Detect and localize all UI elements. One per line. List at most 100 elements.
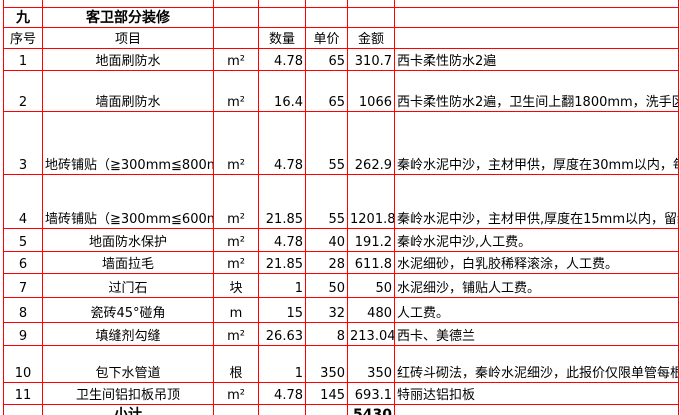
cell-item[interactable]: 地砖铺贴（≧300mm≦800mm) [42,111,214,175]
cell-empty[interactable] [394,404,679,415]
cell-empty[interactable] [258,7,306,28]
cell-empty[interactable] [347,7,395,28]
cell-empty[interactable] [213,404,259,415]
cell-price[interactable]: 8 [305,322,348,346]
cell-remark[interactable]: 秦岭水泥中沙，主材甲供,厚度在15mm以内，留缝砖每平米增加12元。此报价不含拉… [394,174,679,229]
cell-unit[interactable]: m² [213,48,259,71]
cell-empty[interactable] [258,404,306,415]
cell-item[interactable]: 墙面拉毛 [42,251,214,274]
cell-unit[interactable]: m² [213,174,259,229]
cell-remark[interactable]: 红砖斗砌法，秦岭水泥细沙，此报价仅限单管每根350元，每增加一根下水管，增加13… [394,345,679,383]
cell-amount[interactable]: 50 [347,273,395,298]
cell-price[interactable]: 55 [305,174,348,229]
cell-unit[interactable]: m² [213,382,259,405]
cell-amount[interactable]: 693.1 [347,382,395,405]
section-number-cell[interactable]: 九 [3,7,43,28]
cell-item[interactable]: 卫生间铝扣板吊顶 [42,382,214,405]
cell-unit[interactable]: 块 [213,273,259,298]
cell-unit[interactable]: m² [213,322,259,346]
cell-amount[interactable]: 1201.8 [347,174,395,229]
cell-remark[interactable]: 人工费。 [394,297,679,323]
cell-unit[interactable]: m² [213,111,259,175]
cell-remark[interactable]: 特丽达铝扣板 [394,382,679,405]
cell-remark[interactable]: 秦岭水泥中沙，主材甲供，厚度在30mm以内，每超1cm需增加每平米10元材料费，… [394,111,679,175]
cell-qty[interactable]: 21.85 [258,174,306,229]
cell-seq[interactable]: 11 [3,382,43,405]
cell-qty[interactable]: 1 [258,273,306,298]
header-price[interactable]: 单价 [305,27,348,49]
cell-item[interactable]: 填缝剂勾缝 [42,322,214,346]
cell-seq[interactable]: 9 [3,322,43,346]
cell-amount[interactable]: 611.8 [347,251,395,274]
cell-empty[interactable] [394,7,679,28]
cell-item[interactable]: 墙面刷防水 [42,70,214,112]
cell-remark[interactable]: 西卡柔性防水2遍，卫生间上翻1800mm，洗手区上翻300mm。 [394,70,679,112]
cell-qty[interactable]: 4.78 [258,382,306,405]
cell-seq[interactable]: 4 [3,174,43,229]
subtotal-value[interactable]: 5430 [347,404,395,415]
header-remark[interactable] [394,27,679,49]
header-amount[interactable]: 金额 [347,27,395,49]
cell-item[interactable]: 瓷砖45°碰角 [42,297,214,323]
cell-unit[interactable]: m² [213,251,259,274]
cell-qty[interactable]: 4.78 [258,228,306,252]
cell-remark[interactable]: 西卡、美德兰 [394,322,679,346]
cell-empty[interactable] [305,7,348,28]
cell-item[interactable]: 地面防水保护 [42,228,214,252]
cell-unit[interactable]: m² [213,228,259,252]
cell-qty[interactable]: 26.63 [258,322,306,346]
cell-price[interactable]: 50 [305,273,348,298]
cell-seq[interactable]: 7 [3,273,43,298]
cell-price[interactable]: 32 [305,297,348,323]
cell-item[interactable]: 包下水管道 [42,345,214,383]
cell-amount[interactable]: 191.2 [347,228,395,252]
cell-price[interactable]: 55 [305,111,348,175]
cell-qty[interactable]: 4.78 [258,48,306,71]
cell-price[interactable]: 28 [305,251,348,274]
table-row: 4 墙砖铺贴（≧300mm≦600mm) m² 21.85 55 1201.8 … [3,174,679,229]
cell-qty[interactable]: 4.78 [258,111,306,175]
cell-empty[interactable] [213,7,259,28]
cell-unit[interactable]: m² [213,70,259,112]
cell-remark[interactable]: 水泥细沙，铺贴人工费。 [394,273,679,298]
header-item[interactable]: 项目 [42,27,214,49]
cell-seq[interactable]: 6 [3,251,43,274]
cell-item[interactable]: 过门石 [42,273,214,298]
header-unit[interactable] [213,27,259,49]
cell-price[interactable]: 65 [305,70,348,112]
cell-seq[interactable]: 10 [3,345,43,383]
cell-seq[interactable]: 1 [3,48,43,71]
cell-price[interactable]: 350 [305,345,348,383]
subtotal-label[interactable]: 小计 [42,404,214,415]
cell-unit[interactable]: 根 [213,345,259,383]
header-qty[interactable]: 数量 [258,27,306,49]
cell-amount[interactable]: 480 [347,297,395,323]
cell-item[interactable]: 地面刷防水 [42,48,214,71]
header-seq[interactable]: 序号 [3,27,43,49]
cell-amount[interactable]: 310.7 [347,48,395,71]
cell-remark[interactable]: 水泥细砂，白乳胶稀释滚涂，人工费。 [394,251,679,274]
cell-item[interactable]: 墙砖铺贴（≧300mm≦600mm) [42,174,214,229]
cell-seq[interactable]: 5 [3,228,43,252]
cell-empty[interactable] [3,404,43,415]
cell-price[interactable]: 65 [305,48,348,71]
cell-qty[interactable]: 15 [258,297,306,323]
cell-amount[interactable]: 213.04 [347,322,395,346]
cell-amount[interactable]: 1066 [347,70,395,112]
cell-remark[interactable]: 秦岭水泥中沙,人工费。 [394,228,679,252]
cell-unit[interactable]: m [213,297,259,323]
cell-remark[interactable]: 西卡柔性防水2遍 [394,48,679,71]
section-title-cell[interactable]: 客卫部分装修 [42,7,214,28]
cell-qty[interactable]: 16.4 [258,70,306,112]
cell-seq[interactable]: 3 [3,111,43,175]
cell-price[interactable]: 40 [305,228,348,252]
cell-seq[interactable]: 8 [3,297,43,323]
cell-qty[interactable]: 1 [258,345,306,383]
table-row: 9 填缝剂勾缝 m² 26.63 8 213.04 西卡、美德兰 [3,322,679,346]
cell-empty[interactable] [305,404,348,415]
cell-price[interactable]: 145 [305,382,348,405]
cell-qty[interactable]: 21.85 [258,251,306,274]
cell-amount[interactable]: 350 [347,345,395,383]
cell-seq[interactable]: 2 [3,70,43,112]
cell-amount[interactable]: 262.9 [347,111,395,175]
